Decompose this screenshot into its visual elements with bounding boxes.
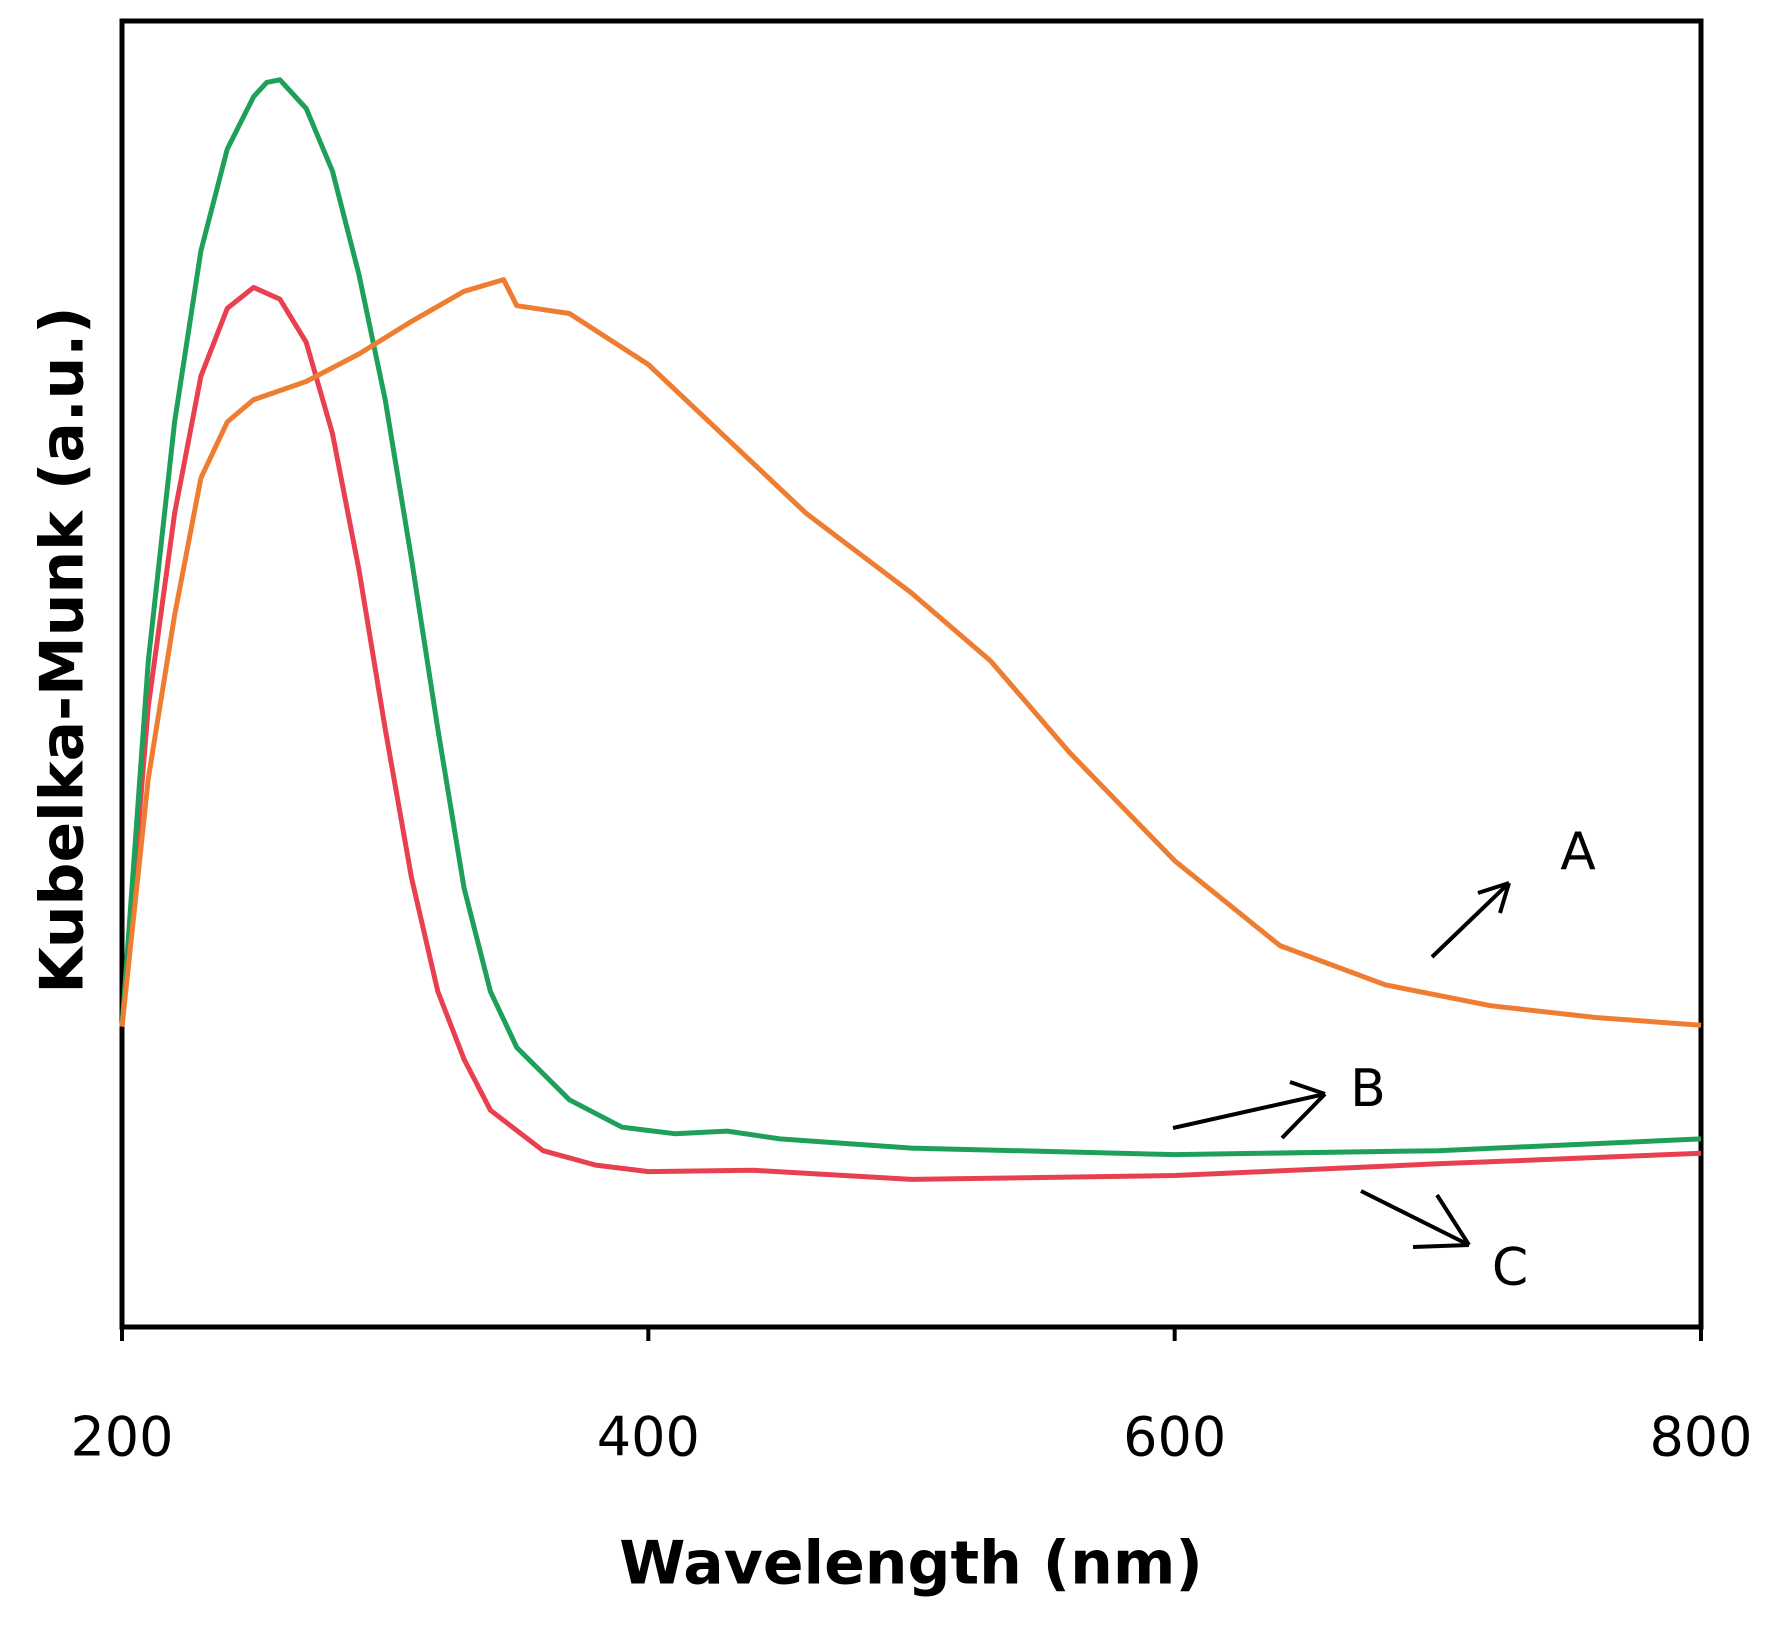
y-axis-title: Kubelka-Munk (a.u.) [28,306,98,993]
x-axis-title: Wavelength (nm) [619,1529,1203,1599]
x-tick-label: 200 [70,1406,173,1469]
arrow-b [1172,1080,1327,1140]
series-line [119,77,1702,1158]
annotation: C [1492,1238,1528,1298]
annotation: B [1350,1059,1386,1119]
annotation: A [1560,822,1596,882]
arrow-a [1430,881,1511,959]
x-tick-label: 600 [1123,1406,1226,1469]
series-line [119,277,1702,1028]
series-line [119,284,1702,1182]
plot-frame [119,18,1704,1330]
arrows [1172,881,1511,1249]
x-tick-label: 800 [1649,1406,1752,1469]
arrow-c [1360,1189,1471,1249]
x-tick-label: 400 [597,1406,700,1469]
